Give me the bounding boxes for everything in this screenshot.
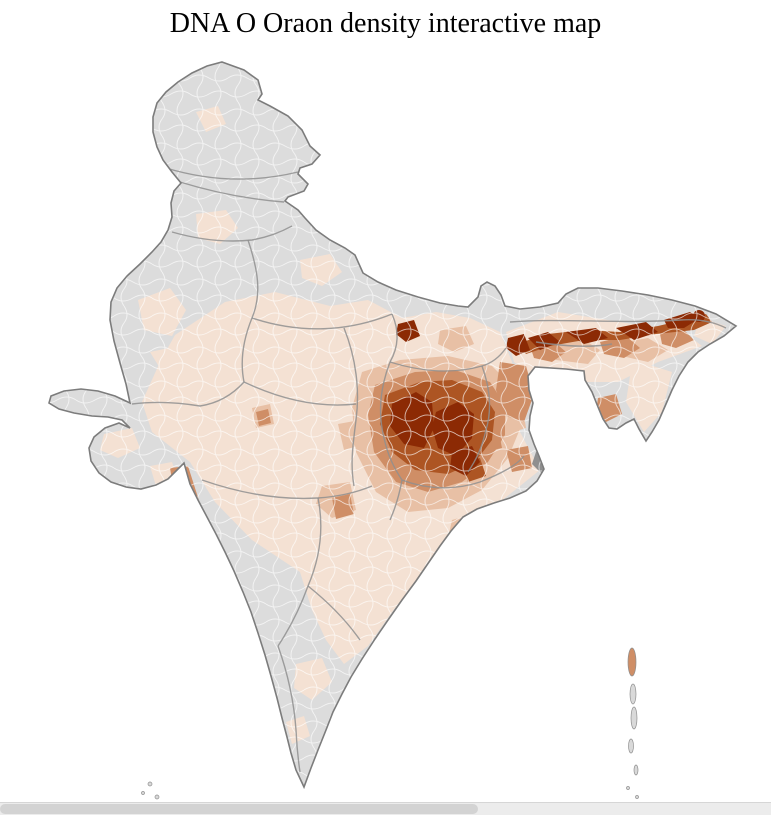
state-border bbox=[307, 585, 361, 641]
state-border bbox=[389, 479, 403, 521]
island-region[interactable] bbox=[626, 786, 630, 790]
state-border bbox=[389, 313, 398, 363]
state-border bbox=[131, 381, 245, 407]
state-border bbox=[179, 181, 285, 203]
state-borders bbox=[131, 167, 727, 773]
india-country-outline bbox=[48, 61, 738, 790]
state-border bbox=[243, 381, 357, 406]
andaman-nicobar-islands[interactable] bbox=[626, 647, 639, 799]
state-border bbox=[343, 327, 359, 487]
state-border bbox=[165, 167, 299, 180]
state-border bbox=[379, 361, 403, 481]
state-border bbox=[389, 347, 507, 372]
state-border bbox=[467, 365, 491, 473]
state-border bbox=[277, 497, 322, 647]
island-region[interactable] bbox=[147, 781, 153, 787]
island-region[interactable] bbox=[629, 683, 637, 705]
state-border bbox=[171, 225, 293, 242]
state-border bbox=[251, 313, 393, 330]
island-region[interactable] bbox=[141, 791, 145, 795]
state-border bbox=[509, 318, 727, 329]
state-border bbox=[277, 645, 301, 773]
horizontal-scrollbar[interactable] bbox=[0, 802, 771, 815]
state-border bbox=[401, 455, 525, 489]
island-region[interactable] bbox=[630, 706, 638, 730]
island-region[interactable] bbox=[627, 647, 637, 677]
island-region[interactable] bbox=[628, 738, 634, 754]
scrollbar-thumb[interactable] bbox=[0, 804, 479, 814]
page-title: DNA O Oraon density interactive map bbox=[169, 8, 602, 39]
island-region[interactable] bbox=[635, 795, 639, 799]
lakshadweep-islands[interactable] bbox=[141, 781, 160, 800]
island-region[interactable] bbox=[154, 794, 160, 800]
island-region[interactable] bbox=[633, 764, 639, 776]
state-border bbox=[535, 341, 613, 347]
state-border bbox=[201, 479, 373, 500]
